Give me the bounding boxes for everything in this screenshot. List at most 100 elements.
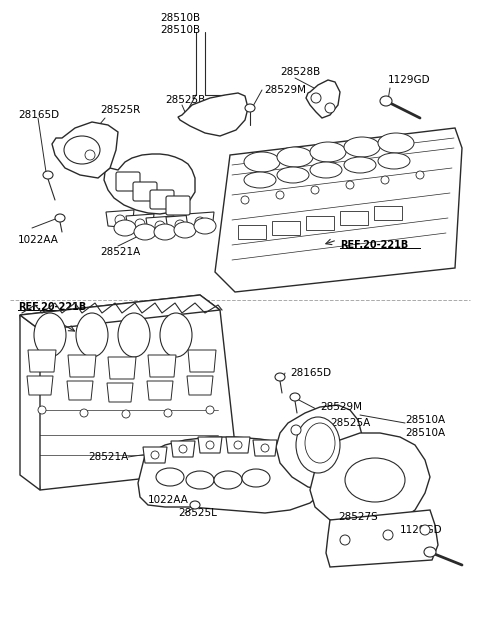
Text: 28525B: 28525B	[165, 95, 205, 105]
Ellipse shape	[416, 171, 424, 179]
Polygon shape	[186, 212, 214, 230]
Polygon shape	[198, 437, 222, 453]
Polygon shape	[143, 447, 167, 463]
Ellipse shape	[155, 221, 165, 231]
Polygon shape	[188, 350, 216, 372]
Text: 28165D: 28165D	[290, 368, 331, 378]
Ellipse shape	[190, 501, 200, 509]
Ellipse shape	[76, 313, 108, 357]
Ellipse shape	[160, 313, 192, 357]
Ellipse shape	[305, 423, 335, 463]
Text: 28510B: 28510B	[160, 13, 200, 23]
FancyBboxPatch shape	[150, 190, 174, 209]
Ellipse shape	[195, 217, 205, 227]
Ellipse shape	[310, 142, 346, 162]
Text: 28510A: 28510A	[405, 415, 445, 425]
Ellipse shape	[114, 220, 136, 236]
Ellipse shape	[234, 441, 242, 449]
Polygon shape	[68, 355, 96, 377]
Text: 1129GD: 1129GD	[400, 525, 443, 535]
Polygon shape	[215, 128, 462, 292]
Ellipse shape	[194, 218, 216, 234]
Polygon shape	[340, 211, 368, 225]
Ellipse shape	[344, 137, 380, 157]
Ellipse shape	[241, 196, 249, 204]
FancyBboxPatch shape	[116, 172, 140, 191]
Polygon shape	[146, 216, 174, 234]
Polygon shape	[306, 80, 340, 118]
Ellipse shape	[311, 93, 321, 103]
Text: 1022AA: 1022AA	[18, 235, 59, 245]
Text: 28525R: 28525R	[100, 105, 140, 115]
Ellipse shape	[118, 313, 150, 357]
Text: 28165D: 28165D	[18, 110, 59, 120]
Polygon shape	[226, 437, 250, 453]
Ellipse shape	[275, 373, 285, 381]
Polygon shape	[272, 221, 300, 235]
Ellipse shape	[420, 525, 430, 535]
Ellipse shape	[325, 103, 335, 113]
Polygon shape	[104, 154, 195, 214]
Ellipse shape	[85, 150, 95, 160]
Ellipse shape	[244, 152, 280, 172]
Ellipse shape	[378, 133, 414, 153]
Polygon shape	[178, 93, 248, 136]
Polygon shape	[276, 405, 362, 490]
Ellipse shape	[383, 530, 393, 540]
Text: 28529M: 28529M	[320, 402, 362, 412]
Ellipse shape	[179, 445, 187, 453]
FancyBboxPatch shape	[166, 196, 190, 215]
Polygon shape	[238, 225, 266, 239]
Polygon shape	[126, 214, 154, 232]
Ellipse shape	[174, 222, 196, 238]
Text: 28528B: 28528B	[280, 67, 320, 77]
Polygon shape	[20, 315, 40, 490]
Text: 28510A: 28510A	[405, 428, 445, 438]
FancyBboxPatch shape	[133, 182, 157, 201]
Ellipse shape	[186, 471, 214, 489]
Ellipse shape	[151, 451, 159, 459]
Polygon shape	[253, 440, 277, 456]
Ellipse shape	[115, 215, 125, 225]
Ellipse shape	[277, 147, 313, 167]
Polygon shape	[52, 122, 118, 178]
Text: 28521A: 28521A	[88, 452, 128, 462]
Ellipse shape	[156, 468, 184, 486]
Ellipse shape	[206, 406, 214, 414]
Polygon shape	[187, 376, 213, 395]
Ellipse shape	[43, 171, 53, 179]
Ellipse shape	[378, 153, 410, 169]
Text: 28529M: 28529M	[264, 85, 306, 95]
Polygon shape	[106, 210, 134, 228]
Polygon shape	[27, 376, 53, 395]
Polygon shape	[306, 216, 334, 230]
Text: 28510B: 28510B	[160, 25, 200, 35]
Ellipse shape	[244, 172, 276, 188]
Polygon shape	[166, 215, 194, 233]
Ellipse shape	[424, 547, 436, 557]
Polygon shape	[20, 295, 220, 330]
Ellipse shape	[291, 425, 301, 435]
Ellipse shape	[55, 214, 65, 222]
Polygon shape	[108, 357, 136, 379]
Ellipse shape	[290, 393, 300, 401]
Polygon shape	[20, 295, 235, 490]
Ellipse shape	[242, 469, 270, 487]
Ellipse shape	[80, 409, 88, 417]
Text: 1022AA: 1022AA	[148, 495, 189, 505]
Ellipse shape	[206, 441, 214, 449]
Polygon shape	[326, 510, 438, 567]
Ellipse shape	[154, 224, 176, 240]
Polygon shape	[147, 381, 173, 400]
Ellipse shape	[381, 176, 389, 184]
Ellipse shape	[277, 167, 309, 183]
Ellipse shape	[134, 224, 156, 240]
Polygon shape	[28, 350, 56, 372]
Polygon shape	[67, 381, 93, 400]
Polygon shape	[107, 383, 133, 402]
Polygon shape	[148, 355, 176, 377]
Ellipse shape	[135, 219, 145, 229]
Ellipse shape	[64, 136, 100, 164]
Text: 28521A: 28521A	[100, 247, 140, 257]
Polygon shape	[171, 441, 195, 457]
